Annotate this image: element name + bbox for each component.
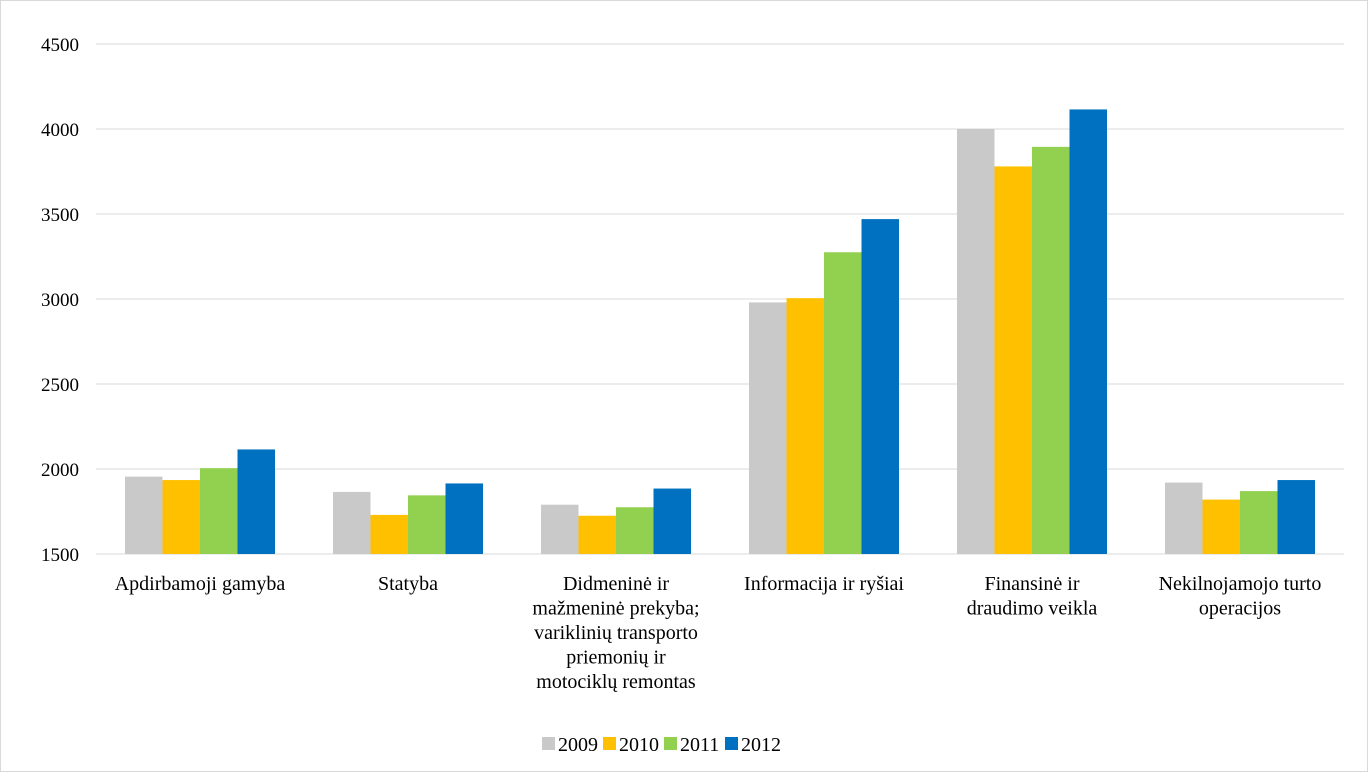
legend-label: 2012	[741, 734, 781, 756]
legend-swatch-2009	[542, 737, 555, 750]
gridlines	[96, 43, 1344, 555]
bar-2011-cat-4	[824, 252, 862, 554]
legend-swatch-2010	[603, 737, 616, 750]
bar-2010-cat-5	[994, 166, 1032, 554]
bar-2011-cat-3	[616, 507, 654, 554]
bar-2010-cat-1	[162, 480, 200, 554]
bar-2012-cat-4	[861, 219, 899, 554]
bar-2010-cat-2	[370, 514, 408, 554]
bar-2011-cat-5	[1032, 146, 1070, 554]
bar-2011-cat-6	[1240, 491, 1278, 554]
y-tick-label: 2000	[41, 460, 79, 481]
bar-2009-cat-6	[1165, 482, 1203, 554]
category-label: Finansinė ir	[985, 573, 1080, 595]
bar-2010-cat-3	[578, 515, 616, 554]
category-label: mažmeninė prekyba;	[532, 598, 699, 620]
category-label: variklinių transporto	[534, 622, 698, 644]
y-axis-ticks: 1500 2000 2500 3000 3500 4000 4500	[41, 35, 79, 566]
category-label: operacijos	[1199, 598, 1281, 620]
category-label: Didmeninė ir	[563, 573, 669, 595]
category-label: draudimo veikla	[967, 598, 1098, 620]
legend-label: 2010	[619, 734, 659, 756]
y-tick-label: 3000	[41, 290, 79, 311]
category-label: motociklų remontas	[536, 671, 696, 693]
bar-2009-cat-2	[333, 491, 371, 554]
bar-2012-cat-3	[653, 488, 691, 554]
x-axis-categories: Apdirbamoji gamyba Statyba Didmeninė ir maž…	[115, 573, 1322, 693]
bar-2010-cat-4	[786, 298, 824, 554]
y-tick-label: 3500	[41, 205, 79, 226]
legend-swatch-2012	[725, 737, 738, 750]
category-label: Statyba	[378, 573, 438, 595]
bar-2011-cat-1	[200, 468, 238, 554]
bar-2009-cat-3	[541, 504, 579, 554]
bar-2010-cat-6	[1202, 499, 1240, 554]
bar-2011-cat-2	[408, 495, 446, 554]
category-label: priemonių ir	[566, 647, 666, 669]
y-tick-label: 4000	[41, 120, 79, 141]
category-label: Nekilnojamojo turto	[1159, 573, 1322, 595]
category-label: Informacija ir ryšiai	[744, 573, 904, 595]
bar-2009-cat-4	[749, 302, 787, 554]
category-label: Apdirbamoji gamyba	[115, 573, 286, 595]
legend: 2009 2010 2011 2012	[542, 734, 781, 756]
legend-label: 2009	[558, 734, 598, 756]
legend-label: 2011	[680, 734, 719, 756]
bar-2012-cat-1	[237, 449, 275, 554]
bar-2012-cat-5	[1069, 109, 1107, 554]
bars	[125, 109, 1315, 554]
bar-2009-cat-1	[125, 476, 163, 554]
bar-2012-cat-6	[1277, 480, 1315, 554]
y-tick-label: 1500	[41, 545, 79, 566]
y-tick-label: 4500	[41, 35, 79, 56]
bar-2009-cat-5	[957, 129, 995, 554]
bar-2012-cat-2	[445, 483, 483, 554]
y-tick-label: 2500	[41, 375, 79, 396]
legend-swatch-2011	[664, 737, 677, 750]
